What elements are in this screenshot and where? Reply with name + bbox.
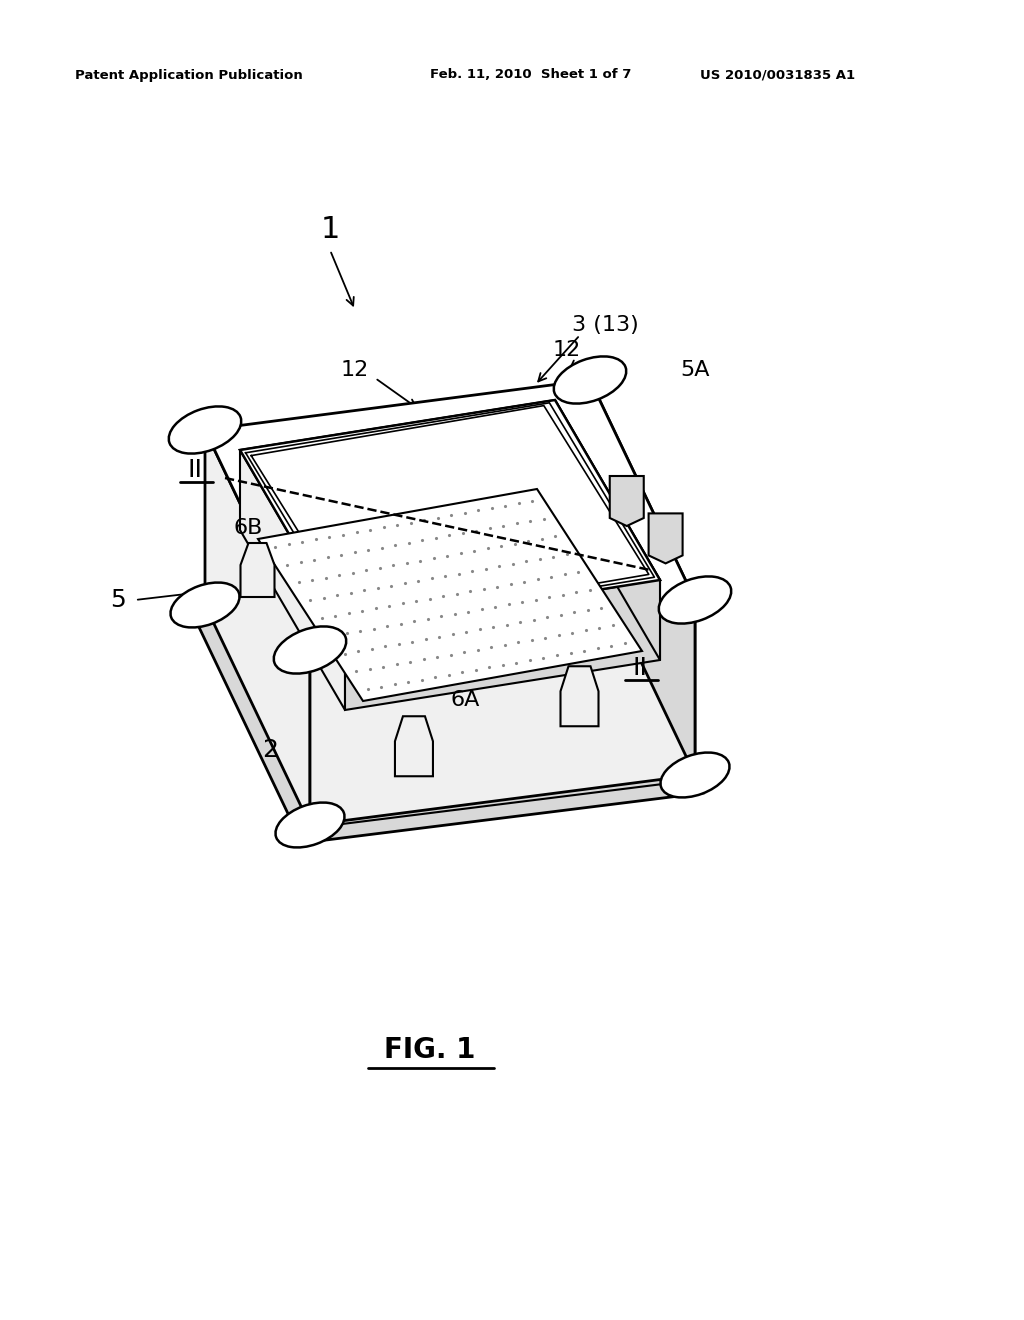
Polygon shape — [240, 400, 660, 630]
Text: 12: 12 — [341, 360, 369, 380]
Text: 5A: 5A — [680, 360, 710, 380]
Text: 5: 5 — [111, 587, 126, 612]
Polygon shape — [560, 667, 598, 726]
Polygon shape — [258, 488, 642, 701]
Polygon shape — [555, 400, 660, 660]
Ellipse shape — [660, 752, 729, 797]
Polygon shape — [197, 573, 703, 843]
Text: FIG. 1: FIG. 1 — [384, 1036, 476, 1064]
Polygon shape — [240, 450, 345, 710]
Text: II: II — [633, 656, 647, 680]
Polygon shape — [609, 477, 644, 525]
Ellipse shape — [170, 582, 240, 627]
Polygon shape — [345, 579, 660, 710]
Polygon shape — [590, 380, 695, 775]
Ellipse shape — [554, 356, 627, 404]
Ellipse shape — [273, 627, 346, 673]
Text: 2: 2 — [262, 738, 278, 762]
Polygon shape — [648, 513, 683, 564]
Text: US 2010/0031835 A1: US 2010/0031835 A1 — [700, 69, 855, 82]
Ellipse shape — [169, 407, 242, 454]
Text: 6A: 6A — [451, 690, 479, 710]
Ellipse shape — [275, 803, 344, 847]
Polygon shape — [395, 717, 433, 776]
Ellipse shape — [658, 577, 731, 623]
Ellipse shape — [555, 532, 625, 577]
Text: 3 (13): 3 (13) — [571, 315, 638, 335]
Text: Patent Application Publication: Patent Application Publication — [75, 69, 303, 82]
Text: 6B: 6B — [233, 517, 263, 539]
Text: Feb. 11, 2010  Sheet 1 of 7: Feb. 11, 2010 Sheet 1 of 7 — [430, 69, 632, 82]
Text: 12: 12 — [553, 341, 582, 360]
Polygon shape — [205, 380, 695, 649]
Text: II: II — [187, 458, 203, 482]
Polygon shape — [205, 430, 310, 825]
Text: 1: 1 — [321, 215, 340, 244]
Polygon shape — [241, 543, 274, 597]
Polygon shape — [240, 400, 660, 630]
Polygon shape — [310, 601, 695, 825]
